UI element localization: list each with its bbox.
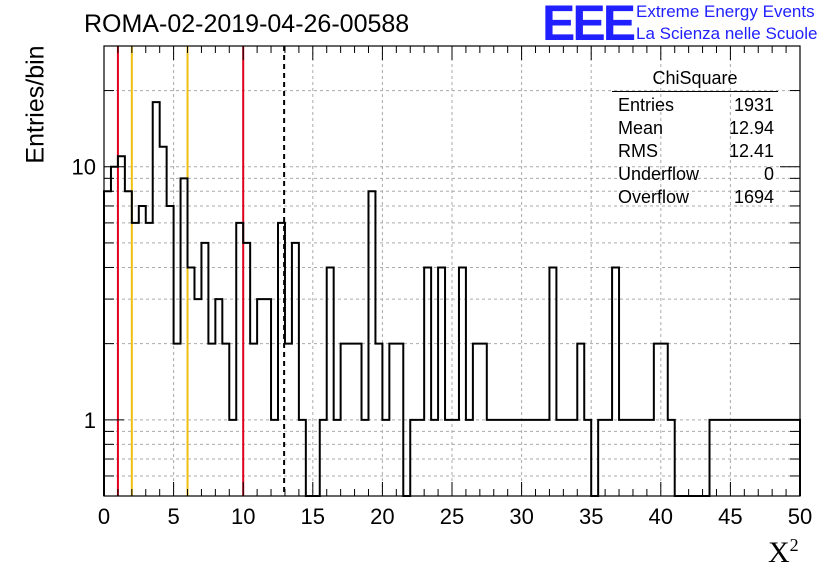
stats-row-rms: RMS 12.41: [612, 140, 778, 163]
eee-logo: EEE: [542, 0, 636, 51]
stats-value: 12.94: [728, 118, 774, 138]
x-tick-label: 45: [718, 504, 742, 529]
stats-row-mean: Mean 12.94: [612, 117, 778, 140]
stats-title: ChiSquare: [612, 66, 778, 92]
y-tick-label: 1: [84, 408, 96, 433]
x-tick-label: 30: [509, 504, 533, 529]
stats-row-underflow: Underflow 0: [612, 163, 778, 186]
stats-box: ChiSquare Entries 1931 Mean 12.94 RMS 12…: [612, 66, 778, 209]
stats-label: Entries: [618, 95, 675, 115]
x-tick-label: 0: [98, 504, 110, 529]
x-axis-label: X2: [768, 535, 799, 570]
chart-title: ROMA-02-2019-04-26-00588: [84, 10, 410, 38]
x-tick-label: 15: [301, 504, 325, 529]
stats-value: 0: [763, 164, 774, 184]
stats-row-entries: Entries 1931: [612, 94, 778, 117]
logo-line-1: Extreme Energy Events: [636, 2, 815, 21]
histogram-outline: [103, 101, 801, 497]
x-tick-label: 10: [231, 504, 255, 529]
stats-row-overflow: Overflow 1694: [612, 186, 778, 209]
stats-label: Overflow: [618, 187, 690, 207]
x-tick-label: 5: [167, 504, 179, 529]
x-tick-label: 20: [370, 504, 394, 529]
x-axis-label-superscript: 2: [789, 535, 799, 555]
x-tick-label: 25: [440, 504, 464, 529]
x-tick-label: 35: [579, 504, 603, 529]
y-tick-label: 10: [72, 155, 96, 180]
x-tick-label: 50: [788, 504, 812, 529]
stats-value: 1694: [733, 187, 774, 207]
x-tick-label: 40: [649, 504, 673, 529]
stats-label: RMS: [618, 141, 658, 161]
stats-value: 12.41: [728, 141, 774, 161]
stats-label: Mean: [618, 118, 664, 138]
logo-line-2: La Scienza nelle Scuole: [636, 24, 818, 43]
stats-label: Underflow: [618, 164, 700, 184]
stats-value: 1931: [733, 95, 774, 115]
x-axis-label-base: X: [768, 536, 790, 569]
